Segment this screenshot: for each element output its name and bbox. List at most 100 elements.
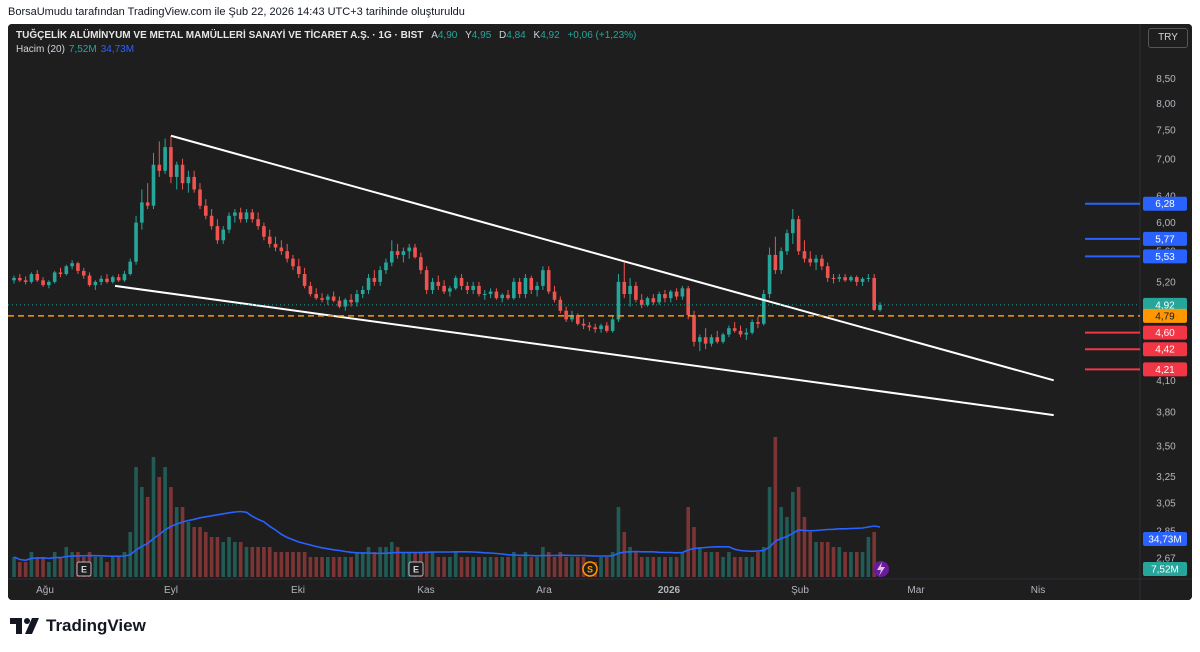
time-tick-3: Kas	[417, 585, 434, 596]
volume-badge-bg	[1143, 562, 1187, 576]
candle-body	[488, 291, 493, 295]
volume-bar	[180, 507, 185, 577]
candle-body	[471, 285, 475, 290]
price-tick-2: 7,50	[1156, 126, 1176, 137]
volume-bar	[546, 552, 551, 577]
candle-body	[41, 280, 45, 286]
currency-button[interactable]: TRY	[1148, 28, 1188, 48]
volume-bar	[203, 532, 208, 577]
volume-bar	[756, 552, 760, 577]
volume-bar	[715, 552, 720, 577]
volume-bar	[157, 477, 162, 577]
candle-body	[761, 294, 766, 324]
candle-body	[634, 285, 638, 300]
candle-body	[140, 202, 144, 223]
candle-body	[99, 278, 103, 282]
volume-bar	[552, 557, 557, 577]
volume-bar	[488, 557, 493, 577]
candle-body	[401, 251, 406, 255]
volume-bar	[163, 467, 167, 577]
volume-bar	[860, 552, 865, 577]
volume-bar	[506, 557, 510, 577]
candle-body	[587, 325, 592, 328]
candle-body	[686, 288, 691, 316]
resistance-label-2: 5,53	[1155, 252, 1175, 263]
candle-body	[413, 247, 417, 258]
volume-bar	[169, 487, 173, 577]
candle-body	[523, 277, 528, 295]
candle-body	[296, 266, 301, 275]
svg-text:E: E	[81, 565, 87, 575]
candle-body	[796, 219, 801, 252]
price-tick-9: 3,80	[1156, 407, 1176, 418]
time-tick-7: Mar	[907, 585, 925, 596]
candle-body	[291, 258, 295, 267]
price-tick-13: 2,85	[1156, 526, 1176, 537]
close-value: 4,92	[540, 30, 560, 41]
candle-body	[58, 272, 63, 275]
brand-name: TradingView	[46, 616, 146, 635]
volume-bar	[512, 552, 516, 577]
volume-bar	[174, 507, 179, 577]
candle-body	[87, 275, 92, 286]
volume-bar	[134, 467, 138, 577]
volume-badge: 7,52M	[1151, 565, 1179, 576]
candle-body	[442, 285, 446, 292]
volume-bar	[343, 557, 348, 577]
volume-bar	[349, 557, 353, 577]
support-label-1: 4,42	[1155, 345, 1175, 356]
symbol-title[interactable]: TUĞÇELİK ALÜMİNYUM VE METAL MAMÜLLERİ SA…	[16, 30, 424, 41]
volume-bar	[610, 552, 615, 577]
volume-bar	[709, 552, 714, 577]
candle-body	[331, 296, 336, 301]
candle-body	[145, 202, 150, 206]
volume-bar	[29, 552, 34, 577]
candle-body	[134, 222, 138, 262]
volume-bar	[459, 557, 464, 577]
volume-bar	[116, 557, 121, 577]
volume-bar	[482, 557, 487, 577]
volume-bar	[47, 562, 51, 577]
candle-body	[18, 277, 22, 281]
tradingview-logo[interactable]: TradingView	[10, 616, 146, 636]
volume-bar	[825, 542, 830, 577]
volume-bar	[732, 557, 737, 577]
candle-body	[326, 296, 330, 300]
low-label: D	[499, 30, 507, 41]
volume-bar	[645, 557, 650, 577]
candle-body	[273, 243, 278, 248]
time-tick-1: Eyl	[164, 585, 178, 596]
candle-body	[680, 288, 685, 297]
event-marker-E-0: E	[76, 561, 92, 577]
time-tick-4: Ara	[536, 585, 552, 596]
price-chart[interactable]: 8,508,007,507,006,406,005,605,204,103,80…	[8, 24, 1192, 600]
candle-body	[605, 325, 609, 331]
volume-bar	[186, 522, 191, 577]
candle-body	[628, 285, 632, 295]
candle-body	[715, 337, 720, 342]
volume-header[interactable]: Hacim (20) 7,52M 34,73M	[16, 44, 134, 55]
volume-bar	[122, 552, 127, 577]
volume-bar	[570, 557, 574, 577]
volume-bar	[692, 527, 696, 577]
resistance-label-0-bg	[1143, 196, 1187, 211]
event-marker-E-1: E	[408, 561, 424, 577]
candle-body	[854, 277, 859, 282]
candle-body	[872, 277, 876, 310]
volume-bar	[831, 547, 836, 577]
candle-body	[424, 270, 429, 290]
volume-bar	[93, 557, 98, 577]
chart-frame[interactable]: 8,508,007,507,006,406,005,605,204,103,80…	[8, 24, 1192, 600]
volume-bar	[320, 557, 324, 577]
volume-bar	[744, 557, 749, 577]
candle-body	[732, 328, 737, 331]
volume-bar	[221, 542, 226, 577]
volume-bar	[302, 552, 307, 577]
volume-bar	[360, 552, 365, 577]
candle-body	[23, 280, 28, 282]
candle-body	[512, 281, 516, 299]
volume-bar	[111, 557, 115, 577]
resistance-label-0: 6,28	[1155, 199, 1175, 210]
volume-bar	[471, 557, 475, 577]
candle-body	[203, 205, 208, 216]
